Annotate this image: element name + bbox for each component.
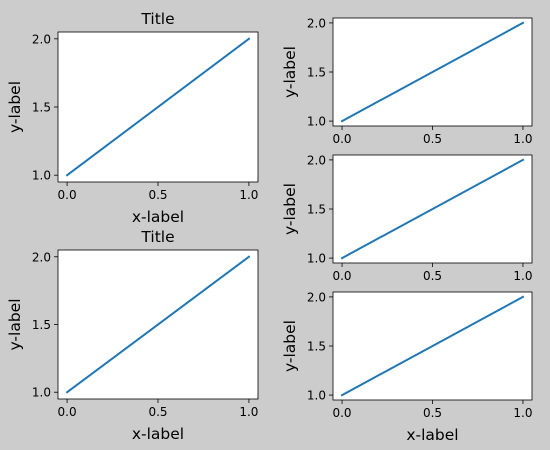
y-tick-label: 2.0 [307,290,326,304]
subplot-right-2: 0.0 0.5 1.0 1.0 1.5 2.0 y-label [281,153,533,283]
y-tick-label: 1.5 [32,318,51,332]
y-axis-label: y-label [281,46,299,98]
x-tick-label: 0.5 [423,132,442,146]
x-tick-label: 0.5 [148,188,167,202]
subplot-top-left: 0.0 0.5 1.0 1.0 1.5 2.0 Title x-label y-label [6,10,258,226]
y-tick-label: 1.5 [32,101,51,115]
series-line [65,255,251,394]
y-tick-label: 1.0 [307,252,326,266]
y-tick-label: 2.0 [307,16,326,30]
series-line [65,37,251,177]
y-axis-label: y-label [281,183,299,235]
x-tick-label: 0.0 [58,405,77,419]
subplot-right-1: 0.0 0.5 1.0 1.0 1.5 2.0 y-label [281,16,533,146]
x-tick-label: 1.0 [513,132,532,146]
series-line [340,21,525,123]
y-tick-label: 1.0 [307,389,326,403]
y-tick-label: 1.0 [32,169,51,183]
x-tick-label: 0.5 [423,269,442,283]
y-tick-label: 2.0 [32,250,51,264]
subplot-title: Title [140,10,174,28]
x-tick-label: 0.5 [423,406,442,420]
y-tick-label: 1.0 [32,386,51,400]
y-axis-label: y-label [6,81,24,133]
x-tick-label: 1.0 [239,188,258,202]
subplot-bottom-left: 0.0 0.5 1.0 1.0 1.5 2.0 Title x-label y-label [6,228,258,443]
x-tick-label: 0.0 [332,269,351,283]
y-tick-label: 1.5 [307,203,326,217]
subplot-right-3: 0.0 0.5 1.0 1.0 1.5 2.0 x-label y-label [281,290,533,444]
y-axis-label: y-label [6,299,24,351]
x-tick-label: 0.0 [332,406,351,420]
x-tick-label: 1.0 [513,269,532,283]
subplot-title: Title [140,228,174,246]
y-tick-label: 1.5 [307,66,326,80]
y-tick-label: 2.0 [307,153,326,167]
y-axis-label: y-label [281,320,299,372]
y-tick-label: 1.5 [307,340,326,354]
x-tick-label: 1.0 [513,406,532,420]
x-tick-label: 0.0 [332,132,351,146]
y-tick-label: 2.0 [32,32,51,46]
x-tick-label: 1.0 [239,405,258,419]
x-axis-label: x-label [132,208,184,226]
x-tick-label: 0.5 [148,405,167,419]
x-tick-label: 0.0 [58,188,77,202]
series-line [340,158,525,260]
y-tick-label: 1.0 [307,115,326,129]
x-axis-label: x-label [132,425,184,443]
series-line [340,295,525,397]
x-axis-label: x-label [406,426,458,444]
